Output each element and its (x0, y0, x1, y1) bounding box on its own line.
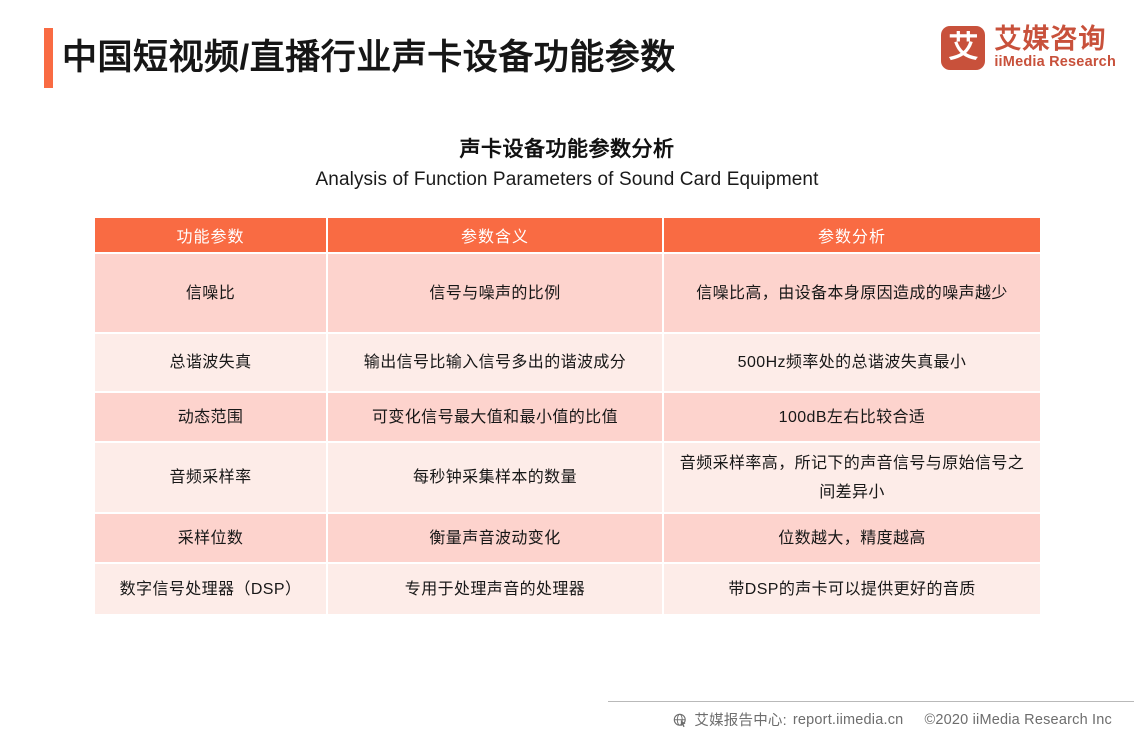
table-row: 总谐波失真 输出信号比输入信号多出的谐波成分 500Hz频率处的总谐波失真最小 (95, 334, 1040, 393)
cell-parameter-meaning: 专用于处理声音的处理器 (328, 564, 664, 614)
parameters-table: 功能参数 参数含义 参数分析 信噪比 信号与噪声的比例 信噪比高，由设备本身原因… (95, 218, 1040, 614)
table-row: 动态范围 可变化信号最大值和最小值的比值 100dB左右比较合适 (95, 393, 1040, 443)
footer-content: 艾媒报告中心: report.iimedia.cn ©2020 iiMedia … (673, 709, 1112, 730)
globe-icon (673, 713, 688, 728)
cell-function-parameter: 总谐波失真 (95, 334, 328, 393)
table-row: 采样位数 衡量声音波动变化 位数越大，精度越高 (95, 514, 1040, 564)
brand-name-en: iiMedia Research (994, 54, 1116, 70)
page-footer: 艾媒报告中心: report.iimedia.cn ©2020 iiMedia … (0, 701, 1134, 737)
chart-subtitle: Analysis of Function Parameters of Sound… (315, 169, 819, 190)
title-accent-bar (44, 28, 53, 88)
brand-logo: 艾 艾媒咨询 iiMedia Research (941, 25, 1116, 71)
column-header-parameter-meaning: 参数含义 (328, 218, 664, 254)
cell-parameter-analysis: 500Hz频率处的总谐波失真最小 (664, 334, 1040, 393)
page-title: 中国短视频/直播行业声卡设备功能参数 (62, 38, 676, 77)
table-header: 功能参数 参数含义 参数分析 (95, 218, 1040, 254)
table-row: 音频采样率 每秒钟采集样本的数量 音频采样率高，所记下的声音信号与原始信号之间差… (95, 443, 1040, 514)
cell-function-parameter: 音频采样率 (95, 443, 328, 514)
cell-parameter-analysis: 音频采样率高，所记下的声音信号与原始信号之间差异小 (664, 443, 1040, 514)
column-header-function-parameter: 功能参数 (95, 218, 328, 254)
cell-parameter-meaning: 衡量声音波动变化 (328, 514, 664, 564)
table-row: 数字信号处理器（DSP） 专用于处理声音的处理器 带DSP的声卡可以提供更好的音… (95, 564, 1040, 614)
cell-parameter-analysis: 位数越大，精度越高 (664, 514, 1040, 564)
brand-wordmark: 艾媒咨询 iiMedia Research (994, 25, 1116, 71)
cell-parameter-meaning: 每秒钟采集样本的数量 (328, 443, 664, 514)
cell-function-parameter: 动态范围 (95, 393, 328, 443)
footer-source-url[interactable]: report.iimedia.cn (792, 711, 904, 728)
table-body: 信噪比 信号与噪声的比例 信噪比高，由设备本身原因造成的噪声越少 总谐波失真 输… (95, 254, 1040, 614)
footer-source-label: 艾媒报告中心: (694, 713, 787, 729)
table-header-row: 功能参数 参数含义 参数分析 (95, 218, 1040, 254)
cell-parameter-meaning: 可变化信号最大值和最小值的比值 (328, 393, 664, 443)
cell-parameter-meaning: 信号与噪声的比例 (328, 254, 664, 334)
cell-function-parameter: 采样位数 (95, 514, 328, 564)
brand-name-cn: 艾媒咨询 (994, 24, 1107, 54)
cell-parameter-analysis: 带DSP的声卡可以提供更好的音质 (664, 564, 1040, 614)
page-header: 中国短视频/直播行业声卡设备功能参数 艾 艾媒咨询 iiMedia Resear… (0, 0, 1134, 106)
cell-parameter-analysis: 信噪比高，由设备本身原因造成的噪声越少 (664, 254, 1040, 334)
table-row: 信噪比 信号与噪声的比例 信噪比高，由设备本身原因造成的噪声越少 (95, 254, 1040, 334)
cell-parameter-meaning: 输出信号比输入信号多出的谐波成分 (328, 334, 664, 393)
footer-divider (608, 701, 1134, 702)
footer-copyright: ©2020 iiMedia Research Inc (924, 711, 1112, 728)
column-header-parameter-analysis: 参数分析 (664, 218, 1040, 254)
iimedia-logo-icon: 艾 (941, 26, 986, 70)
cell-function-parameter: 数字信号处理器（DSP） (95, 564, 328, 614)
cell-function-parameter: 信噪比 (95, 254, 328, 334)
chart-title: 声卡设备功能参数分析 (459, 138, 675, 161)
cell-parameter-analysis: 100dB左右比较合适 (664, 393, 1040, 443)
